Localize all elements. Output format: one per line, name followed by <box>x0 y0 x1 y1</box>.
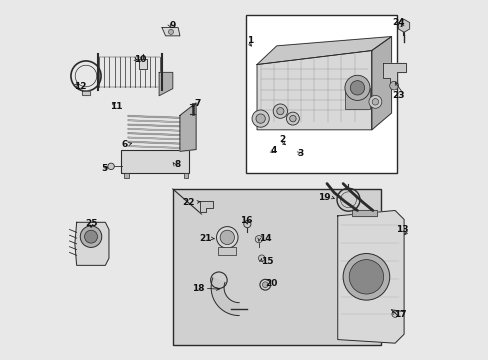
Polygon shape <box>128 141 180 144</box>
Polygon shape <box>180 103 196 151</box>
Polygon shape <box>75 222 109 265</box>
Bar <box>124 173 128 178</box>
Text: 19: 19 <box>317 193 330 202</box>
Polygon shape <box>211 278 239 316</box>
Text: 25: 25 <box>84 219 97 228</box>
Text: 20: 20 <box>265 279 277 288</box>
Text: 13: 13 <box>395 225 408 234</box>
Circle shape <box>251 110 269 127</box>
Circle shape <box>84 230 97 243</box>
Circle shape <box>348 260 383 294</box>
Text: 18: 18 <box>191 284 204 293</box>
Text: 7: 7 <box>194 99 200 108</box>
Text: 9: 9 <box>169 21 175 30</box>
Circle shape <box>289 115 296 122</box>
Bar <box>183 173 187 178</box>
Circle shape <box>220 230 234 244</box>
Circle shape <box>391 311 398 318</box>
Polygon shape <box>337 211 403 343</box>
Circle shape <box>273 104 287 118</box>
Text: 23: 23 <box>391 91 404 100</box>
Polygon shape <box>257 50 371 130</box>
Circle shape <box>216 226 238 248</box>
Polygon shape <box>162 28 180 36</box>
Text: 14: 14 <box>258 234 271 243</box>
Circle shape <box>343 253 389 300</box>
Circle shape <box>276 108 284 115</box>
Text: 22: 22 <box>182 198 195 207</box>
Circle shape <box>255 235 262 243</box>
Text: 4: 4 <box>270 146 276 155</box>
Polygon shape <box>199 201 213 212</box>
Circle shape <box>244 221 250 228</box>
Polygon shape <box>382 63 405 85</box>
Circle shape <box>80 226 102 247</box>
Circle shape <box>368 95 381 108</box>
Polygon shape <box>128 145 180 148</box>
Text: 6: 6 <box>122 140 128 149</box>
Text: 8: 8 <box>174 161 181 170</box>
Text: 3: 3 <box>297 149 303 158</box>
Polygon shape <box>159 72 172 96</box>
Text: 11: 11 <box>110 102 122 111</box>
Circle shape <box>286 112 299 125</box>
Bar <box>246 15 396 173</box>
Bar <box>218 247 236 255</box>
Text: 5: 5 <box>101 164 107 173</box>
Bar <box>344 88 369 109</box>
Circle shape <box>389 81 398 90</box>
Polygon shape <box>128 120 180 123</box>
Text: 10: 10 <box>134 55 146 64</box>
Polygon shape <box>128 124 180 127</box>
Polygon shape <box>139 59 147 69</box>
Circle shape <box>255 114 265 123</box>
Circle shape <box>344 75 369 100</box>
Text: 21: 21 <box>199 234 211 243</box>
Text: 15: 15 <box>260 257 273 266</box>
Polygon shape <box>351 211 376 216</box>
Circle shape <box>262 282 267 288</box>
Circle shape <box>108 163 114 170</box>
Polygon shape <box>128 116 180 118</box>
Bar <box>172 189 380 345</box>
Text: 1: 1 <box>247 36 253 45</box>
Text: 17: 17 <box>394 310 406 319</box>
Polygon shape <box>128 129 180 131</box>
Circle shape <box>168 30 173 35</box>
Polygon shape <box>257 37 391 64</box>
Bar <box>121 149 188 173</box>
Polygon shape <box>128 137 180 140</box>
Circle shape <box>349 81 364 95</box>
Text: 24: 24 <box>391 18 404 27</box>
Circle shape <box>258 255 264 261</box>
Polygon shape <box>371 37 391 130</box>
Text: 12: 12 <box>74 82 86 91</box>
Circle shape <box>371 99 378 105</box>
Polygon shape <box>128 133 180 135</box>
Text: 2: 2 <box>278 135 285 144</box>
Polygon shape <box>82 91 89 95</box>
Text: 16: 16 <box>240 216 252 225</box>
